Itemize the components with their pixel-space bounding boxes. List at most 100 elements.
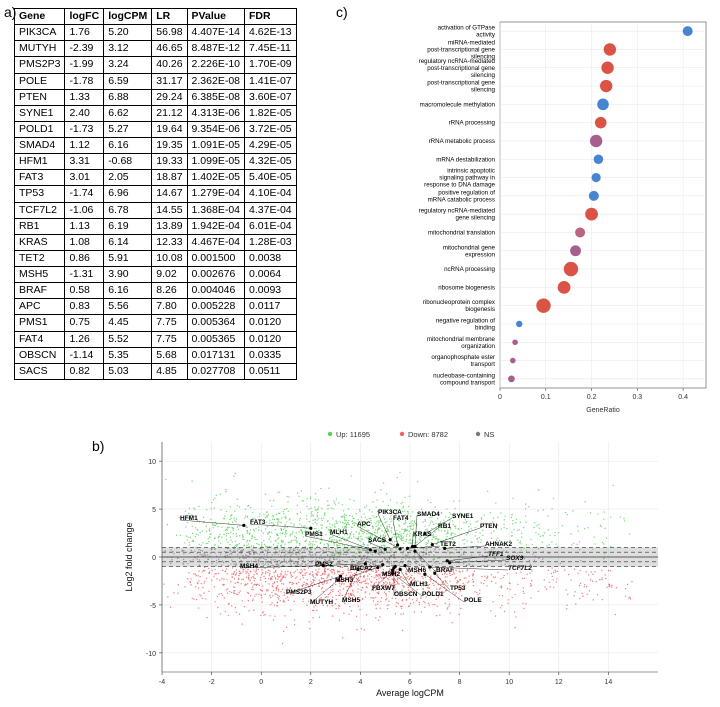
table-cell: 10.08 xyxy=(152,250,187,266)
table-cell: 3.72E-05 xyxy=(245,121,297,137)
dotplot-category: post-transcriptional gene xyxy=(427,65,495,72)
table-cell: MSH5 xyxy=(15,267,65,283)
table-cell: 1.33 xyxy=(65,89,104,105)
svg-text:4: 4 xyxy=(358,679,362,686)
table-cell: 1.76 xyxy=(65,25,104,41)
table-cell: SACS xyxy=(15,363,65,379)
table-cell: 1.099E-05 xyxy=(187,154,244,170)
svg-text:12: 12 xyxy=(555,679,563,686)
table-cell: 3.12 xyxy=(104,41,152,57)
table-cell: 1.13 xyxy=(65,218,104,234)
dotplot-point xyxy=(570,245,581,256)
gene-label: SOX9 xyxy=(506,555,524,562)
dotplot-point xyxy=(590,135,602,147)
dotplot-category: organophosphate ester xyxy=(431,354,495,361)
gene-label: MUTYH xyxy=(310,599,333,606)
dotplot-category: response to DNA damage xyxy=(424,182,495,189)
dotplot-category: negative regulation of xyxy=(436,317,495,324)
dotplot-point xyxy=(575,227,585,237)
table-cell: 5.91 xyxy=(104,250,152,266)
gene-label: MSH4 xyxy=(240,563,258,570)
table-row: TCF7L2-1.066.7814.551.368E-044.37E-04 xyxy=(15,202,297,218)
gene-label: BRCA2 xyxy=(350,565,373,572)
table-cell: 5.35 xyxy=(104,347,152,363)
table-cell: 6.14 xyxy=(104,234,152,250)
table-row: MUTYH-2.393.1246.658.487E-127.45E-11 xyxy=(15,41,297,57)
dotplot-point xyxy=(600,80,612,92)
table-cell: 2.362E-08 xyxy=(187,73,244,89)
gene-label: HFM1 xyxy=(180,515,198,522)
table-cell: 0.005228 xyxy=(187,299,244,315)
table-row: APC0.835.567.800.0052280.0117 xyxy=(15,299,297,315)
dotplot-point xyxy=(594,154,604,164)
table-cell: 0.0120 xyxy=(245,331,297,347)
table-cell: 4.313E-06 xyxy=(187,105,244,121)
table-cell: 3.24 xyxy=(104,57,152,73)
table-cell: 0.0038 xyxy=(245,250,297,266)
table-cell: POLD1 xyxy=(15,121,65,137)
table-cell: 5.52 xyxy=(104,331,152,347)
table-cell: 7.75 xyxy=(152,315,187,331)
svg-text:-10: -10 xyxy=(146,651,156,658)
dotplot-point xyxy=(597,99,609,111)
table-cell: 4.407E-14 xyxy=(187,25,244,41)
table-cell: 0.82 xyxy=(65,363,104,379)
table-cell: 5.56 xyxy=(104,299,152,315)
svg-text:0.2: 0.2 xyxy=(587,394,597,401)
table-cell: 4.62E-13 xyxy=(245,25,297,41)
table-cell: 19.33 xyxy=(152,154,187,170)
table-cell: 0.005365 xyxy=(187,331,244,347)
table-header: logFC xyxy=(65,9,104,25)
table-cell: 0.0335 xyxy=(245,347,297,363)
gene-table: GenelogFClogCPMLRPValueFDR PIK3CA1.765.2… xyxy=(14,8,297,380)
table-cell: -0.68 xyxy=(104,154,152,170)
gene-label: SMAD4 xyxy=(417,511,440,518)
dotplot-point xyxy=(508,375,515,382)
table-cell: 1.12 xyxy=(65,138,104,154)
table-cell: 29.24 xyxy=(152,89,187,105)
panel-b-label: b) xyxy=(92,438,104,454)
table-row: PMS10.754.457.750.0053640.0120 xyxy=(15,315,297,331)
table-cell: 3.31 xyxy=(65,154,104,170)
dotplot-point xyxy=(592,173,601,182)
table-cell: 6.88 xyxy=(104,89,152,105)
gene-label: FAT4 xyxy=(393,515,409,522)
table-cell: 1.08 xyxy=(65,234,104,250)
table-cell: -1.31 xyxy=(65,267,104,283)
gene-label: POLE xyxy=(464,597,482,604)
dotplot-category: regulatory ncRNA-mediated xyxy=(419,58,496,65)
table-cell: 14.67 xyxy=(152,186,187,202)
table-cell: -1.99 xyxy=(65,57,104,73)
svg-text:5: 5 xyxy=(152,507,156,514)
svg-text:10: 10 xyxy=(505,679,513,686)
table-cell: 5.03 xyxy=(104,363,152,379)
gene-table-wrap: GenelogFClogCPMLRPValueFDR PIK3CA1.765.2… xyxy=(14,8,297,380)
dotplot-point xyxy=(512,339,518,345)
table-cell: 4.10E-04 xyxy=(245,186,297,202)
table-cell: 1.70E-09 xyxy=(245,57,297,73)
gene-label: POLD1 xyxy=(422,591,444,598)
svg-text:0: 0 xyxy=(152,555,156,562)
table-cell: 5.20 xyxy=(104,25,152,41)
dotplot-category: activity xyxy=(476,32,496,39)
table-row: TET20.865.9110.080.0015000.0038 xyxy=(15,250,297,266)
dotplot-point xyxy=(589,191,599,201)
table-header: Gene xyxy=(15,9,65,25)
table-cell: PMS1 xyxy=(15,315,65,331)
table-cell: 1.82E-05 xyxy=(245,105,297,121)
gene-label: PMS2P3 xyxy=(286,589,312,596)
table-row: SACS0.825.034.850.0277080.0511 xyxy=(15,363,297,379)
svg-text:0: 0 xyxy=(259,679,263,686)
table-cell: 8.26 xyxy=(152,283,187,299)
gene-label: TET2 xyxy=(440,541,456,548)
gene-label: PMS2 xyxy=(315,561,333,568)
table-cell: 21.12 xyxy=(152,105,187,121)
table-cell: PIK3CA xyxy=(15,25,65,41)
table-cell: -1.73 xyxy=(65,121,104,137)
table-cell: PTEN xyxy=(15,89,65,105)
table-row: FAT41.265.527.750.0053650.0120 xyxy=(15,331,297,347)
table-cell: 0.0093 xyxy=(245,283,297,299)
table-cell: RB1 xyxy=(15,218,65,234)
table-cell: -1.74 xyxy=(65,186,104,202)
table-cell: SMAD4 xyxy=(15,138,65,154)
